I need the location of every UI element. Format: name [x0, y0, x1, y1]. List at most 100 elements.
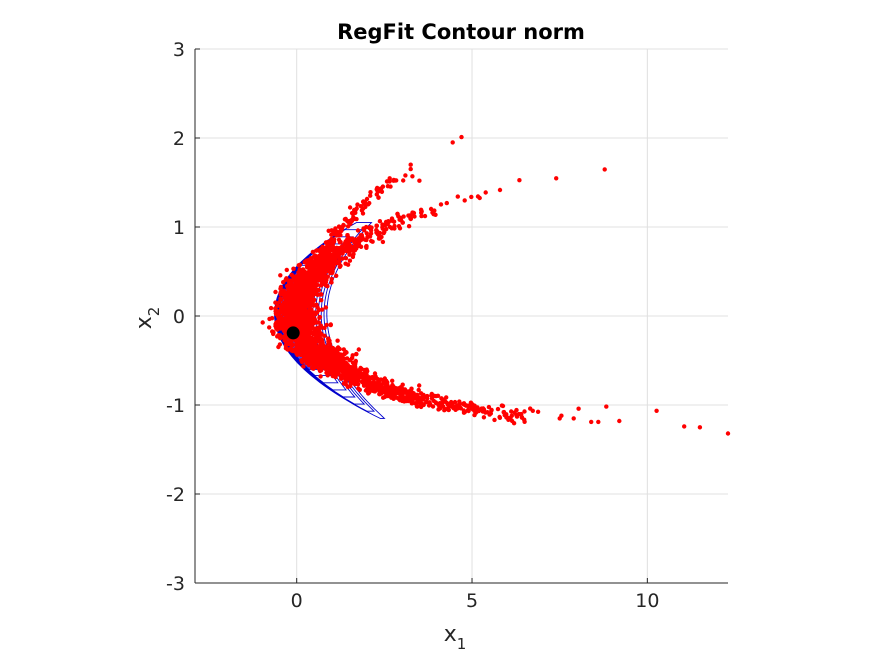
y-tick-label: 0	[173, 306, 185, 328]
sample-point	[339, 376, 344, 381]
sample-point	[320, 280, 325, 285]
sample-point	[281, 300, 287, 305]
sample-point	[299, 301, 304, 306]
sample-point	[356, 240, 361, 245]
sample-point	[307, 321, 312, 326]
sample-point	[289, 341, 294, 346]
sample-point	[306, 294, 311, 299]
sample-point	[336, 260, 342, 265]
sample-point	[321, 251, 326, 256]
sample-point	[383, 378, 389, 383]
sample-point	[386, 219, 391, 224]
sample-point	[399, 395, 404, 400]
sample-point	[383, 222, 388, 228]
sample-point	[298, 317, 304, 323]
sample-point	[275, 327, 280, 332]
sample-point	[306, 285, 312, 290]
sample-point	[465, 407, 471, 413]
sample-point	[370, 239, 375, 244]
sample-point	[418, 397, 424, 403]
sample-point	[311, 336, 316, 342]
sample-point	[462, 198, 467, 203]
sample-outlier	[725, 431, 731, 436]
sample-point	[554, 176, 559, 181]
sample-point	[323, 366, 328, 371]
sample-point	[313, 282, 318, 288]
sample-point	[313, 345, 318, 351]
sample-point	[291, 266, 296, 271]
sample-point	[301, 284, 307, 289]
sample-point	[297, 262, 303, 267]
sample-point	[380, 239, 386, 245]
sample-outlier	[589, 419, 594, 425]
sample-point	[333, 353, 339, 358]
sample-point	[473, 410, 479, 415]
sample-point	[332, 363, 338, 368]
sample-point	[311, 321, 316, 326]
sample-point	[389, 395, 394, 400]
sample-point	[323, 280, 329, 285]
sample-point	[451, 406, 456, 411]
sample-point	[319, 325, 324, 330]
tick-layer: 0 5 10 -3 -2 -1 0 1 2 3	[166, 39, 659, 612]
sample-point	[343, 379, 348, 385]
sample-point	[301, 364, 306, 369]
sample-point	[314, 303, 319, 308]
sample-point	[604, 404, 609, 409]
sample-point	[349, 237, 355, 243]
sample-point	[347, 252, 352, 257]
sample-point	[483, 190, 488, 195]
sample-point	[345, 262, 351, 267]
y-tick-label: 1	[173, 217, 185, 239]
sample-point	[278, 292, 283, 297]
sample-point	[316, 334, 321, 340]
sample-point	[351, 251, 356, 257]
sample-point	[277, 316, 282, 321]
sample-point	[465, 403, 471, 408]
sample-point	[367, 200, 372, 206]
sample-point	[411, 210, 417, 216]
sample-point	[295, 321, 300, 326]
sample-point	[303, 304, 308, 310]
sample-point	[486, 404, 492, 410]
sample-point	[344, 362, 349, 367]
sample-point	[289, 348, 294, 353]
sample-point	[330, 353, 335, 358]
sample-point	[365, 375, 370, 380]
sample-point	[362, 228, 367, 233]
sample-point	[329, 232, 334, 237]
sample-point	[313, 260, 319, 265]
sample-point	[310, 299, 315, 304]
sample-point	[333, 374, 338, 380]
sample-point	[358, 204, 364, 209]
sample-point	[281, 318, 286, 323]
sample-point	[430, 404, 436, 409]
sample-point	[505, 415, 510, 420]
sample-point	[323, 305, 329, 310]
sample-point	[273, 289, 278, 295]
sample-point	[397, 217, 402, 222]
sample-point	[297, 277, 303, 283]
sample-point	[315, 292, 320, 297]
sample-point	[331, 229, 336, 234]
sample-point	[357, 387, 362, 392]
sample-point	[317, 368, 323, 374]
sample-point	[461, 410, 467, 415]
sample-point	[325, 284, 330, 289]
sample-point	[278, 304, 284, 310]
sample-point	[290, 292, 295, 298]
sample-outlier	[559, 413, 564, 418]
sample-point	[287, 281, 292, 287]
sample-point	[329, 280, 334, 285]
sample-point	[419, 209, 424, 214]
sample-point	[334, 346, 340, 352]
sample-point	[430, 210, 435, 215]
sample-point	[382, 229, 387, 235]
sample-point	[446, 405, 451, 411]
sample-point	[278, 273, 283, 278]
sample-point	[293, 304, 298, 309]
sample-point	[469, 194, 474, 200]
sample-point	[457, 399, 462, 404]
sample-point	[338, 232, 343, 238]
